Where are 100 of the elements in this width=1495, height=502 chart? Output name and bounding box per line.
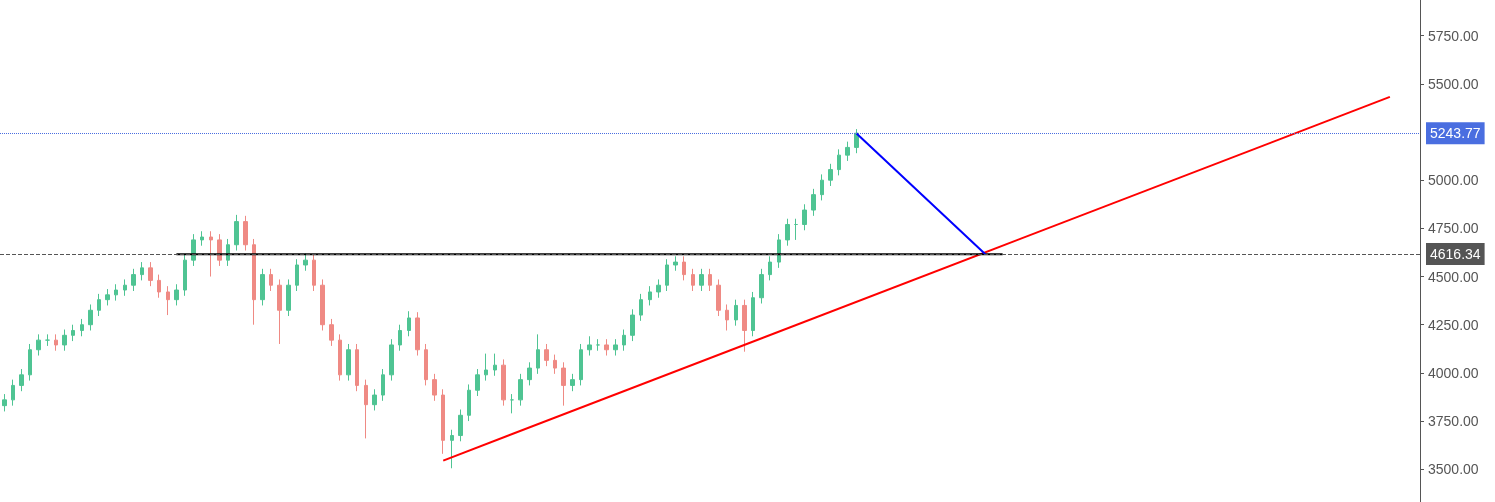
candlestick — [536, 333, 540, 375]
candlestick — [200, 230, 204, 247]
candlestick — [260, 268, 265, 306]
candlestick — [630, 308, 635, 342]
candlestick — [656, 278, 661, 299]
candlestick — [579, 343, 583, 386]
candlestick — [768, 255, 772, 281]
candlestick — [759, 268, 764, 305]
candlestick — [217, 233, 222, 267]
candlestick — [338, 333, 342, 382]
ref-line-label: 5243.77 — [1430, 125, 1481, 142]
candlestick — [527, 361, 532, 386]
y-tick-label: 4250.00 — [1428, 316, 1479, 333]
candlestick — [561, 361, 566, 407]
candlestick — [622, 329, 626, 352]
candlestick — [837, 148, 841, 176]
candlestick — [691, 268, 695, 292]
candlestick — [553, 354, 557, 375]
candlestick — [148, 261, 153, 287]
candlestick — [54, 333, 58, 352]
candlestick — [751, 291, 755, 337]
candlestick — [673, 255, 678, 272]
candlestick — [587, 335, 592, 357]
candlestick — [475, 368, 480, 397]
candlestick — [123, 278, 127, 297]
candlestick — [570, 373, 575, 392]
candlestick — [613, 338, 618, 357]
candlestick — [286, 278, 291, 317]
candlestick — [88, 303, 93, 331]
candlestick — [665, 258, 669, 292]
candlestick — [131, 268, 136, 292]
y-tick-label: 5000.00 — [1428, 172, 1479, 189]
candlestick — [364, 379, 368, 439]
candlestick — [604, 338, 609, 357]
candlestick — [355, 343, 359, 392]
y-tick-label: 5750.00 — [1428, 27, 1479, 44]
candlestick — [510, 393, 514, 414]
candlestick — [191, 233, 196, 267]
candlestick — [277, 278, 282, 345]
candlestick — [845, 141, 850, 162]
candlestick — [312, 253, 316, 292]
candlestick — [166, 285, 170, 316]
candlestick — [140, 261, 144, 281]
candlestick — [415, 311, 420, 357]
candlestick — [234, 214, 239, 252]
candlestick — [36, 333, 41, 357]
candlestick — [441, 388, 445, 455]
candlestick — [407, 310, 411, 337]
candlestick — [785, 218, 790, 247]
candlestick — [226, 238, 230, 267]
y-tick-label: 4750.00 — [1428, 220, 1479, 237]
candlestick — [183, 253, 187, 297]
candlestick — [209, 230, 213, 278]
candlestick — [269, 268, 273, 292]
candlestick — [62, 329, 67, 352]
candlestick — [381, 368, 385, 402]
y-tick-label: 3750.00 — [1428, 413, 1479, 430]
candlestick — [295, 258, 299, 292]
y-tick-label: 5500.00 — [1428, 75, 1479, 92]
candlestick — [243, 215, 248, 252]
candlestick — [742, 299, 747, 353]
candlestick — [80, 318, 84, 337]
candlestick — [19, 368, 24, 392]
candlestick — [501, 358, 506, 407]
ref-line-label: 4616.34 — [1430, 246, 1481, 263]
y-tick-label: 4500.00 — [1428, 268, 1479, 285]
candlestick — [174, 283, 179, 306]
candlestick — [682, 255, 686, 281]
candlestick — [734, 299, 738, 327]
candlestick — [105, 288, 110, 306]
candlestick — [648, 285, 652, 306]
candlestick — [389, 338, 394, 382]
candlestick — [303, 252, 308, 272]
candlestick — [725, 303, 729, 331]
candlestick — [811, 188, 816, 217]
candlestick — [28, 343, 32, 382]
candlestick — [11, 379, 15, 407]
candlestick — [2, 393, 7, 412]
candlestick — [252, 238, 256, 326]
candlestick — [716, 278, 721, 317]
candlestick — [71, 324, 75, 342]
candlestick — [424, 343, 428, 386]
candlestick — [398, 324, 402, 352]
candlestick — [467, 383, 471, 422]
y-tick-label: 4000.00 — [1428, 364, 1479, 381]
candlestick — [372, 388, 377, 411]
candlestick — [346, 343, 351, 382]
candlestick — [544, 343, 549, 367]
candlestick — [639, 293, 643, 322]
candlestick — [484, 353, 488, 382]
candlestick — [493, 353, 497, 377]
candlestick — [828, 163, 833, 187]
candlestick — [45, 333, 50, 347]
candlestick — [329, 318, 334, 347]
candlestick — [157, 274, 161, 299]
candlestick — [708, 268, 712, 292]
candlestick — [450, 429, 454, 469]
candlestick — [97, 293, 101, 317]
candlestick — [432, 373, 437, 402]
candlestick — [458, 409, 463, 442]
